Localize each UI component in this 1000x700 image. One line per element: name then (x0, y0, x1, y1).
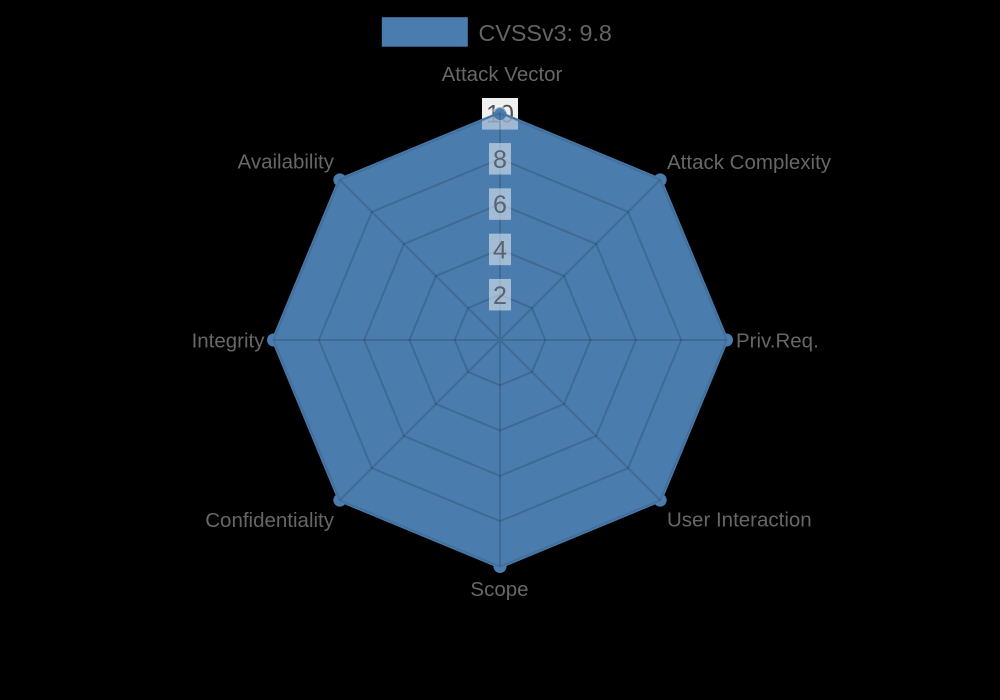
svg-text:User Interaction: User Interaction (667, 508, 812, 531)
svg-text:Attack Complexity: Attack Complexity (667, 151, 832, 174)
svg-text:Priv.Req.: Priv.Req. (736, 330, 819, 353)
svg-text:6: 6 (493, 191, 507, 219)
svg-text:4: 4 (493, 237, 507, 265)
svg-text:Availability: Availability (238, 151, 335, 174)
svg-text:8: 8 (493, 146, 507, 174)
svg-text:2: 2 (493, 282, 507, 310)
svg-text:10: 10 (486, 101, 514, 129)
svg-text:Confidentiality: Confidentiality (205, 509, 335, 532)
svg-text:Attack Vector: Attack Vector (442, 63, 563, 86)
svg-text:CVSSv3: 9.8: CVSSv3: 9.8 (479, 20, 612, 46)
svg-text:Scope: Scope (470, 578, 528, 601)
svg-text:Integrity: Integrity (192, 330, 266, 353)
